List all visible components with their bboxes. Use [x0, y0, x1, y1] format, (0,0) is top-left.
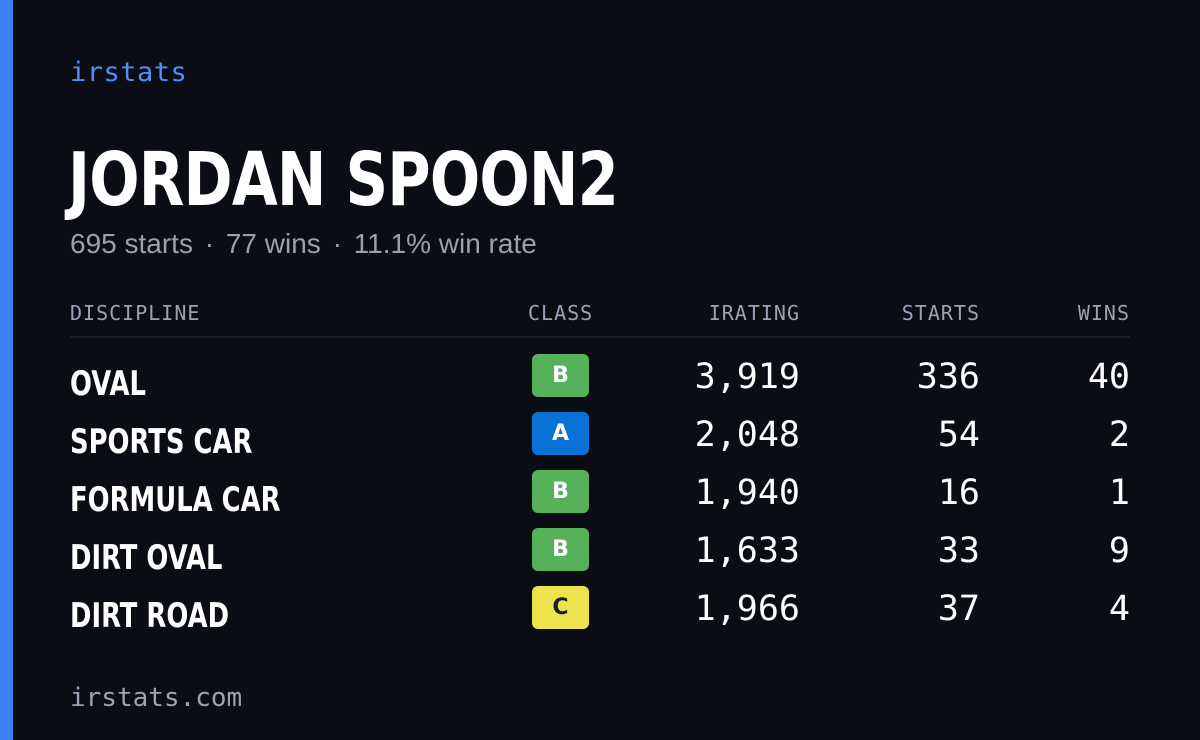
- starts-value: 33: [937, 531, 980, 571]
- table-row: DIRT OVAL B 1,633 33 9: [70, 528, 1130, 586]
- wins-value: 1: [1108, 473, 1130, 513]
- summary-separator: ·: [204, 228, 215, 259]
- accent-bar: [0, 0, 13, 740]
- wins-count: 77 wins: [225, 228, 321, 259]
- class-badge: C: [532, 586, 589, 629]
- header-irating: IRATING: [708, 301, 800, 325]
- table-header: DISCIPLINE CLASS IRATING STARTS WINS: [70, 296, 1130, 338]
- starts-count: 695 starts: [70, 228, 193, 259]
- wins-value: 2: [1108, 415, 1130, 455]
- footer-url: irstats.com: [70, 683, 243, 713]
- discipline-name: FORMULA CAR: [70, 480, 281, 520]
- class-badge: B: [532, 470, 589, 513]
- header-class: CLASS: [528, 301, 594, 325]
- player-summary: 695 starts · 77 wins · 11.1% win rate: [70, 226, 537, 262]
- starts-value: 336: [916, 357, 980, 397]
- starts-value: 16: [937, 473, 980, 513]
- discipline-name: SPORTS CAR: [70, 422, 253, 462]
- wins-value: 4: [1108, 589, 1130, 629]
- summary-separator: ·: [332, 228, 342, 259]
- irating-value: 1,966: [694, 589, 800, 629]
- header-discipline: DISCIPLINE: [70, 301, 201, 325]
- player-name: JORDAN SPOON2: [68, 137, 619, 223]
- wins-value: 40: [1087, 357, 1130, 397]
- class-badge: B: [532, 528, 589, 571]
- win-rate: 11.1% win rate: [353, 228, 537, 259]
- discipline-name: DIRT OVAL: [70, 538, 223, 578]
- header-wins: WINS: [1077, 301, 1130, 325]
- table-body: OVAL B 3,919 336 40 SPORTS CAR A 2,048 5…: [70, 354, 1130, 644]
- table-row: DIRT ROAD C 1,966 37 4: [70, 586, 1130, 644]
- wins-value: 9: [1108, 531, 1130, 571]
- irating-value: 1,940: [694, 473, 800, 513]
- stats-table: DISCIPLINE CLASS IRATING STARTS WINS OVA…: [70, 296, 1130, 644]
- starts-value: 37: [937, 589, 980, 629]
- discipline-name: DIRT ROAD: [70, 596, 230, 636]
- starts-value: 54: [937, 415, 980, 455]
- irating-value: 2,048: [694, 415, 800, 455]
- table-row: OVAL B 3,919 336 40: [70, 354, 1130, 412]
- irating-value: 3,919: [694, 357, 800, 397]
- table-row: SPORTS CAR A 2,048 54 2: [70, 412, 1130, 470]
- discipline-name: OVAL: [70, 364, 146, 404]
- header-starts: STARTS: [901, 301, 980, 325]
- irating-value: 1,633: [694, 531, 800, 571]
- class-badge: A: [532, 412, 589, 455]
- class-badge: B: [532, 354, 589, 397]
- brand-logo: irstats: [70, 57, 188, 88]
- table-row: FORMULA CAR B 1,940 16 1: [70, 470, 1130, 528]
